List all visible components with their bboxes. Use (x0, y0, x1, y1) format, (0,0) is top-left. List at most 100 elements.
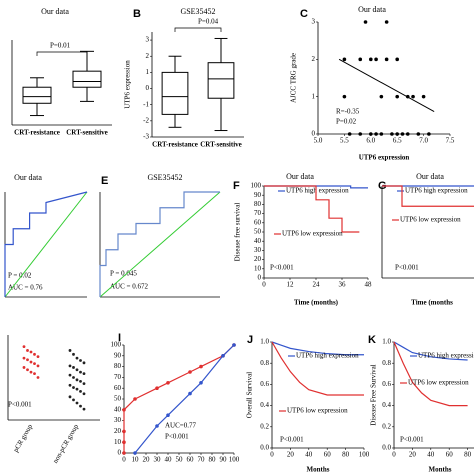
point (122, 429, 126, 434)
point (384, 20, 389, 24)
x-tick-label: 80 (209, 456, 217, 464)
y-tick-label: 1 (146, 68, 150, 76)
point (82, 382, 86, 386)
x-tick-label: 10 (132, 456, 140, 464)
category-label: CRT-sensitive (200, 141, 242, 149)
reference-line (99, 191, 221, 298)
point (133, 397, 137, 401)
series-line (271, 341, 364, 396)
box (161, 71, 189, 115)
panel-label: I (118, 332, 121, 344)
point (26, 349, 29, 352)
category-label: CRT-resistance (14, 129, 60, 137)
x-tick-label: 12 (287, 281, 295, 289)
y-tick-label: 50 (114, 395, 122, 403)
point (72, 376, 75, 379)
y-axis-label: Overall Survival (246, 372, 254, 419)
point (68, 383, 72, 387)
x-tick-label: 70 (198, 456, 206, 464)
point (68, 395, 72, 399)
point (199, 381, 203, 385)
point (369, 57, 373, 62)
x-tick-label: 0 (122, 456, 126, 464)
legend-label: UTP6 high expression (296, 352, 359, 360)
annotation: P<0.001 (400, 436, 424, 444)
y-tick-label: 0 (146, 84, 150, 92)
category-label: CRT-resistance (152, 141, 198, 149)
annotation: AUC = 0.672 (110, 283, 148, 291)
point (36, 355, 40, 359)
annotation: P=0.01 (50, 42, 71, 50)
y-tick-label: 50 (254, 228, 262, 236)
point (358, 57, 363, 62)
annotation: P<0.001 (280, 436, 304, 444)
x-axis-label: Months (307, 466, 330, 474)
point (133, 451, 137, 455)
y-tick-label: 1.0 (382, 338, 391, 346)
point (72, 352, 75, 356)
series-line (382, 185, 474, 207)
y-tick-label: 0.2 (260, 422, 269, 430)
point (188, 391, 192, 396)
x-axis-label: Time (months) (294, 299, 339, 307)
point (122, 451, 126, 455)
y-tick-label: 0.6 (260, 380, 269, 388)
annotation: P<0.001 (165, 433, 189, 441)
x-tick-label: 20 (143, 456, 151, 464)
y-tick-label: -1 (143, 100, 149, 108)
point (374, 132, 378, 136)
point (155, 424, 159, 428)
point (75, 401, 79, 405)
y-tick-label: 3 (146, 36, 150, 44)
x-tick-label: 24 (313, 281, 321, 289)
point (390, 132, 394, 136)
annotation: P<0.001 (8, 401, 32, 409)
point (188, 370, 192, 374)
point (29, 360, 33, 364)
box (207, 62, 235, 99)
legend-label: UTP6 low expression (287, 407, 348, 415)
y-tick-label: 40 (114, 405, 122, 413)
point (22, 345, 26, 348)
point (36, 364, 40, 368)
y-tick-label: 30 (114, 416, 122, 424)
series-line (4, 191, 88, 297)
significance-bracket (36, 51, 88, 56)
y-tick-label: 100 (111, 341, 122, 349)
x-axis-label: Months (429, 466, 452, 474)
series-line (264, 185, 360, 233)
box (72, 70, 102, 88)
x-tick-label: 60 (446, 451, 454, 459)
point (232, 343, 236, 347)
annotation: P<0.001 (270, 264, 294, 272)
point (221, 354, 225, 358)
x-tick-label: 48 (365, 281, 373, 289)
y-tick-label: 100 (251, 182, 262, 190)
point (395, 94, 400, 99)
y-tick-label: 2 (146, 52, 150, 60)
point (72, 366, 75, 369)
y-tick-label: 0 (312, 130, 316, 138)
x-tick-label: 6.0 (366, 137, 375, 145)
point (82, 407, 86, 411)
y-tick-label: 0.8 (382, 359, 391, 367)
y-axis-label: Disease free survival (234, 203, 242, 262)
point (29, 370, 33, 374)
x-tick-label: 80 (464, 451, 472, 459)
panel-label: F (233, 180, 240, 192)
point (342, 94, 347, 99)
point (411, 94, 415, 99)
y-tick-label: 20 (114, 427, 122, 435)
point (166, 381, 170, 385)
y-tick-label: 0.0 (260, 444, 269, 452)
legend-label: UTP6 high expression (286, 187, 349, 195)
x-tick-label: 7.0 (419, 137, 428, 145)
y-tick-label: 0.0 (382, 444, 391, 452)
y-tick-label: 1 (312, 92, 316, 100)
x-tick-label: 0 (392, 451, 396, 459)
y-tick-label: 10 (114, 438, 122, 446)
point (79, 370, 82, 374)
y-tick-label: 70 (114, 373, 122, 381)
point (75, 378, 79, 382)
